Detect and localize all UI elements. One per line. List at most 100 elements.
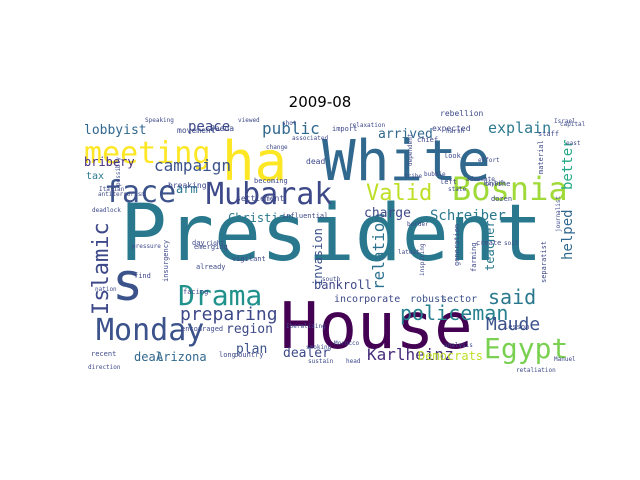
word-country: country — [234, 351, 264, 359]
word-public: public — [262, 119, 320, 138]
word-already: already — [196, 263, 226, 271]
word-relaxation: relaxation — [349, 122, 386, 129]
word-face: face — [104, 175, 176, 210]
word-president: President — [120, 189, 543, 279]
word-journalist: journalist — [555, 195, 562, 232]
word-iberalizing: Iberalizing — [286, 323, 326, 330]
word-movement: movement — [177, 126, 216, 135]
word-nation: nation — [95, 286, 117, 293]
word-shot: shot — [282, 120, 297, 127]
word-right: right — [206, 240, 224, 247]
word-expected: expected — [432, 124, 471, 133]
word-farming: farming — [470, 242, 478, 272]
word-mubarak: Mubarak — [206, 177, 332, 212]
word-advocate: advocate — [466, 176, 495, 183]
word-change: change — [266, 144, 288, 151]
word-left: left — [440, 178, 457, 186]
word-said: said — [488, 285, 536, 309]
word-east: east — [566, 140, 581, 147]
word-harsh: harsh — [446, 128, 464, 135]
word-drama: Drama — [178, 279, 262, 312]
word-pressure: pressure — [132, 243, 161, 250]
word-peace: peace — [188, 119, 230, 135]
word-capital: capital — [560, 121, 586, 128]
word-influential: influential — [282, 212, 328, 220]
word-campaign: campaign — [154, 156, 231, 175]
word-border: border — [407, 221, 429, 228]
word-breaking: breaking — [168, 181, 207, 190]
word-riyadh: Riyadh — [484, 180, 506, 187]
word-charge: charge — [364, 206, 411, 221]
word-insurgency: insurgency — [162, 240, 170, 282]
word-direction: direction — [88, 364, 121, 371]
word-dealer: dealer — [283, 346, 330, 361]
word-tax: tax — [86, 171, 104, 182]
word-bribery: bribery — [84, 155, 135, 169]
word-deadlock: deadlock — [92, 207, 121, 214]
word-settlement: settlement — [236, 194, 284, 203]
word-invasion: invasion — [311, 228, 325, 286]
word-latest: latest — [398, 249, 420, 256]
word-look: look — [444, 152, 462, 160]
word-soil: soil — [504, 240, 519, 247]
word-cloud-background — [81, 115, 559, 364]
word-possibly: possibly — [115, 157, 122, 186]
word-head: head — [346, 358, 361, 365]
word-viewed: viewed — [238, 117, 260, 124]
word-christian: Christian — [228, 211, 293, 225]
word-arm: arm — [176, 182, 198, 196]
word-karlheinz: Karlheinz — [367, 345, 454, 364]
word-qaeda: Qaeda — [210, 124, 234, 133]
word-democrats: Democrats — [418, 349, 483, 363]
word-bankroll: bankroll — [314, 278, 372, 292]
word-islamic: Islamic — [89, 222, 114, 315]
word-ha: ha — [222, 130, 287, 193]
word-lobbyist: lobbyist — [84, 123, 147, 138]
word-dozen: dozen — [491, 195, 512, 203]
word-effort: effort — [478, 157, 500, 164]
word-relation: relation — [369, 213, 388, 290]
word-antiterrorism: antiterrorism — [98, 191, 145, 198]
word-create: create — [476, 239, 501, 247]
word-bubble: bubble — [424, 171, 446, 178]
word-deal: deal — [134, 350, 163, 364]
word-rebellion: rebellion — [440, 109, 484, 118]
word-helped: helped — [560, 209, 576, 260]
word-bosnia: Bosnia — [452, 170, 568, 208]
word-generation: generation — [453, 224, 461, 266]
word-morocco: Morocco — [334, 340, 360, 347]
word-better: better — [560, 139, 576, 190]
word-encouraged: encouraged — [181, 325, 223, 333]
word-speaking: Speaking — [145, 117, 174, 124]
word-sector: sector — [441, 294, 477, 305]
word-egypt: Egypt — [484, 332, 568, 365]
word-analysis: analysis — [444, 342, 473, 349]
word-israel: Israel — [554, 118, 576, 125]
word-incorporate: incorporate — [334, 294, 400, 305]
word-white: White — [322, 129, 491, 194]
word-chief: chief — [417, 136, 438, 144]
word-long: long — [219, 351, 236, 359]
word-import: import — [332, 125, 357, 133]
word-italian: Italian — [99, 186, 125, 193]
word-vigilant: vigilant — [232, 255, 266, 263]
word-dependent: dependent — [407, 133, 414, 166]
word-arrived: arrived — [378, 127, 433, 142]
word-valid: Valid — [366, 181, 432, 206]
word-s: s — [112, 253, 143, 313]
word-inspiring: inspiring — [419, 243, 426, 276]
word-dead: dead — [306, 157, 325, 166]
word-sustain: sustain — [308, 358, 334, 365]
word-arizona: Arizona — [156, 350, 207, 364]
word-emerging: emerging — [194, 243, 228, 251]
word-teacher: teacher — [483, 220, 497, 271]
word-facing: facing — [183, 288, 208, 296]
word-manuel: Manuel — [554, 356, 576, 363]
word-smoking: smoking — [306, 344, 332, 351]
word-plan: plan — [236, 342, 267, 357]
word-recent: recent — [91, 350, 116, 358]
word-becoming: becoming — [254, 177, 288, 185]
figure-title: 2009-08 — [288, 93, 352, 111]
word-separatist: separatist — [540, 241, 548, 283]
word-meeting: meeting — [84, 136, 210, 171]
